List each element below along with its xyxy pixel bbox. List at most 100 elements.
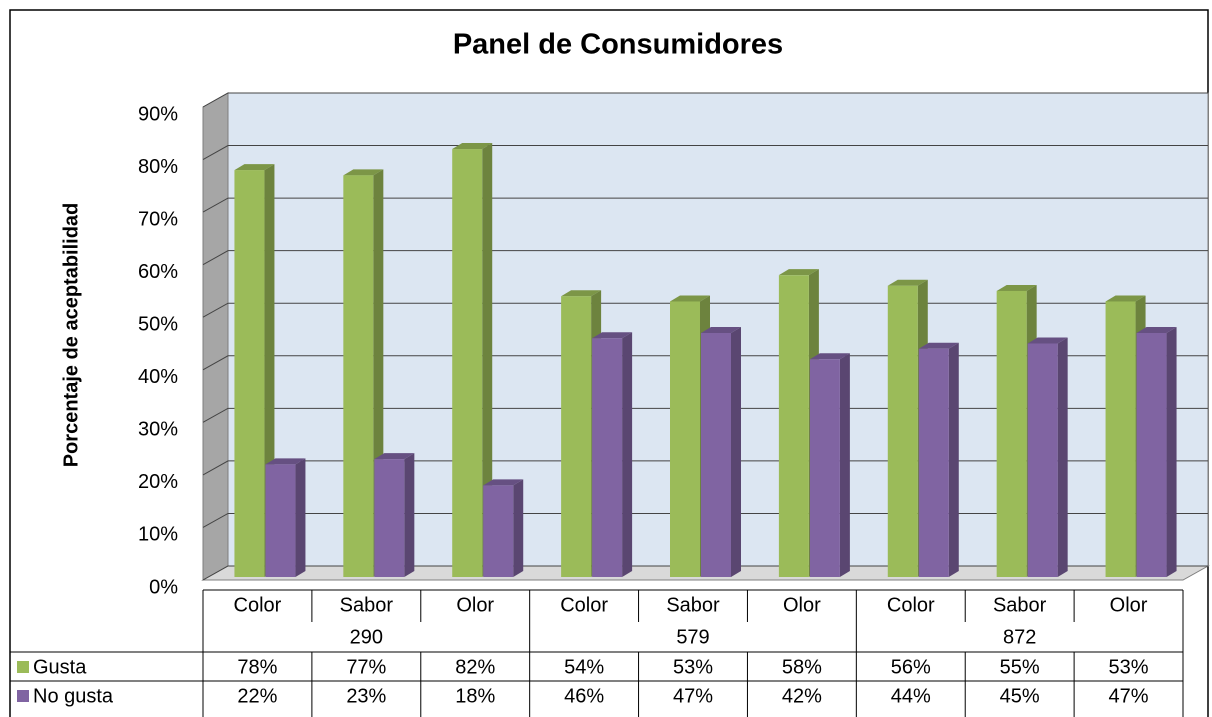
bar-top	[343, 169, 384, 176]
grid-line	[202, 197, 1208, 213]
table-value: 54%	[564, 656, 604, 678]
side-wall	[202, 92, 229, 581]
bar	[234, 170, 265, 578]
table-value: 77%	[346, 656, 386, 678]
y-tick-label: 80%	[138, 156, 178, 178]
bar-top	[809, 353, 850, 360]
x-tick-label: Color	[560, 594, 608, 616]
grid-line	[202, 565, 1208, 581]
group-label: 290	[350, 626, 383, 648]
bar-top	[670, 295, 710, 302]
bar-top	[592, 332, 633, 339]
grid-line	[202, 145, 1208, 160]
bar-top	[996, 284, 1037, 291]
table-value: 45%	[1000, 685, 1040, 707]
bar	[343, 175, 374, 578]
grid-line	[202, 355, 1208, 371]
bar-top	[1136, 326, 1177, 333]
bar-top	[1027, 337, 1068, 344]
bar-side	[295, 458, 306, 577]
bar	[778, 275, 809, 577]
table-value: 46%	[564, 685, 604, 707]
bar-top	[452, 143, 493, 150]
legend-label: Gusta	[33, 656, 87, 678]
y-axis-label: Porcentaje de aceptabilidad	[60, 203, 82, 468]
table-value: 44%	[891, 685, 931, 707]
y-tick-label: 70%	[138, 208, 178, 230]
x-tick-label: Sabor	[666, 594, 720, 616]
bar-side	[1057, 337, 1068, 577]
y-tick-label: 20%	[138, 471, 178, 493]
y-tick-label: 30%	[138, 419, 178, 441]
bar	[809, 359, 840, 577]
bar	[374, 459, 405, 577]
bar	[592, 338, 623, 577]
bar-side	[513, 479, 524, 577]
table-value: 58%	[782, 656, 822, 678]
table-value: 56%	[891, 656, 931, 678]
group-label: 872	[1003, 626, 1036, 648]
y-tick-label: 10%	[138, 524, 178, 546]
bar-top	[561, 290, 602, 297]
bar-side	[948, 342, 959, 577]
bar-top	[918, 342, 959, 349]
grid-line	[202, 92, 1208, 108]
legend-key	[17, 690, 29, 702]
bar	[701, 332, 731, 577]
x-tick-label: Olor	[1110, 594, 1148, 616]
x-tick-label: Color	[887, 594, 935, 616]
bar-side	[839, 353, 850, 577]
bar-top	[374, 453, 415, 460]
y-tick-label: 60%	[138, 261, 178, 283]
bar-top	[234, 164, 275, 171]
x-tick-label: Sabor	[340, 594, 394, 616]
bar-side	[482, 143, 493, 578]
legend-label: No gusta	[33, 685, 114, 707]
table-value: 55%	[1000, 656, 1040, 678]
table-value: 47%	[1109, 685, 1149, 707]
bar	[561, 296, 592, 577]
bar	[670, 301, 700, 577]
bar	[1105, 301, 1136, 577]
table-value: 78%	[237, 656, 277, 678]
chart-title: Panel de Consumidores	[453, 29, 783, 61]
x-tick-label: Sabor	[993, 594, 1047, 616]
bar	[918, 348, 949, 577]
bar	[996, 290, 1027, 577]
bar	[887, 285, 918, 577]
y-tick-label: 0%	[149, 576, 178, 598]
legend-key	[17, 661, 29, 673]
bar-side	[404, 453, 415, 577]
bar	[452, 149, 483, 578]
bar-top	[701, 326, 741, 333]
grid-line	[202, 460, 1208, 476]
bar-side	[731, 326, 741, 577]
table-value: 18%	[455, 685, 495, 707]
x-tick-label: Color	[234, 594, 282, 616]
group-label: 579	[676, 626, 709, 648]
bar-top	[483, 479, 524, 486]
bar-side	[1166, 326, 1177, 577]
y-tick-label: 50%	[138, 314, 178, 336]
table-value: 47%	[673, 685, 713, 707]
bar-side	[622, 332, 633, 577]
bar-top	[887, 279, 928, 286]
x-tick-label: Olor	[783, 594, 821, 616]
bar	[1027, 343, 1058, 577]
bar	[1136, 332, 1167, 577]
bar-top	[265, 458, 306, 465]
table-value: 22%	[237, 685, 277, 707]
table-value: 42%	[782, 685, 822, 707]
grid-line	[202, 302, 1208, 318]
bar	[483, 485, 514, 577]
table-value: 82%	[455, 656, 495, 678]
grid-line	[202, 250, 1208, 266]
table-value: 53%	[1109, 656, 1149, 678]
grid-line	[202, 512, 1208, 528]
y-tick-label: 90%	[138, 103, 178, 125]
table-value: 23%	[346, 685, 386, 707]
x-tick-label: Olor	[456, 594, 494, 616]
bar	[265, 464, 296, 577]
bar-top	[778, 269, 819, 276]
